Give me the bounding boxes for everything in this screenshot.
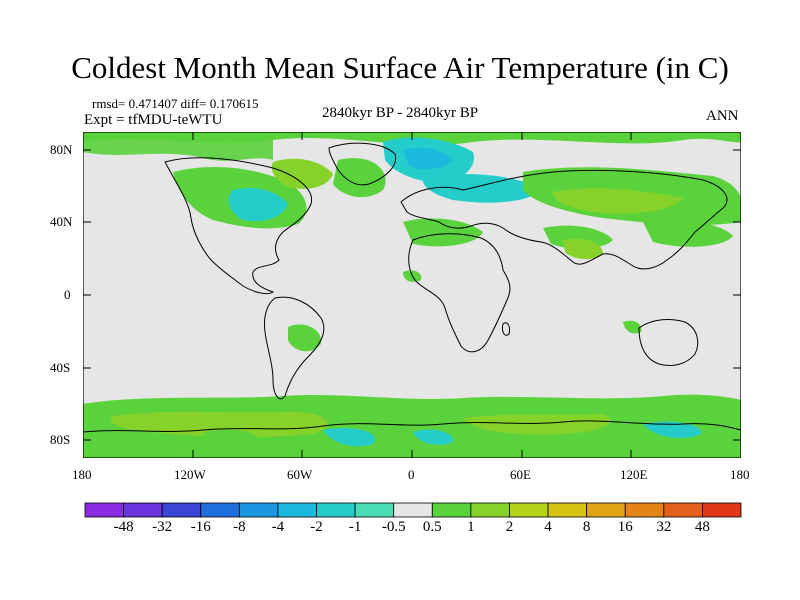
lon-tick-label: 60W: [287, 467, 313, 482]
colorbar-swatch: [470, 502, 510, 518]
colorbar-swatch: [509, 502, 549, 518]
lat-tick-label: 80S: [50, 432, 71, 447]
colorbar-swatch: [123, 502, 163, 518]
colorbar-swatch: [702, 502, 742, 518]
colorbar-label: 2: [505, 519, 514, 535]
colorbar-label: -2: [310, 519, 323, 535]
colorbar-swatch: [393, 502, 433, 518]
colorbar-swatch: [277, 502, 317, 518]
colorbar-label: -16: [190, 519, 211, 535]
colorbar-swatch: [200, 502, 240, 518]
lat-tick-label: 40N: [50, 214, 73, 229]
colorbar-swatch: [431, 502, 472, 518]
map-ticks: [83, 132, 741, 458]
lat-tick-label: 80N: [50, 142, 73, 157]
colorbar-swatch: [161, 502, 202, 518]
colorbar-swatch: [84, 502, 124, 518]
colorbar-label: 16: [617, 519, 633, 535]
colorbar-label: -8: [233, 519, 246, 535]
lat-tick-label: 40S: [50, 360, 71, 375]
stats-line: rmsd= 0.471407 diff= 0.170615: [92, 96, 259, 111]
lon-tick-label: 180: [730, 467, 750, 482]
colorbar-label: -32: [152, 519, 173, 535]
colorbar: [84, 502, 742, 518]
chart-title: Coldest Month Mean Surface Air Temperatu…: [71, 50, 729, 85]
colorbar-label: 32: [656, 519, 672, 535]
colorbar-swatch: [663, 502, 703, 518]
experiment-line: Expt = tfMDU-teWTU: [84, 112, 223, 128]
colorbar-label: 48: [694, 519, 710, 535]
colorbar-label: -1: [348, 519, 362, 535]
colorbar-label: 1: [467, 519, 475, 535]
colorbar-label: -48: [113, 519, 134, 535]
lon-tick-label: 60E: [510, 467, 531, 482]
colorbar-label: -0.5: [381, 519, 406, 535]
colorbar-swatch: [547, 502, 588, 518]
lon-tick-label: 120E: [620, 467, 648, 482]
lon-tick-label: 0: [408, 467, 415, 482]
colorbar-label: -4: [271, 519, 285, 535]
colorbar-label: 4: [544, 519, 552, 535]
anomaly-fields: [83, 132, 741, 458]
colorbar-swatch: [316, 502, 356, 518]
lat-tick-label: 0: [64, 287, 71, 302]
colorbar-swatch: [238, 502, 279, 518]
colorbar-label: 0.5: [422, 519, 442, 535]
colorbar-swatch: [586, 502, 626, 518]
lon-tick-label: 180: [72, 467, 92, 482]
colorbar-swatch: [624, 502, 665, 518]
coastlines: [83, 142, 741, 433]
colorbar-label: 8: [582, 519, 591, 535]
colorbar-swatch: [354, 502, 395, 518]
period-line: 2840kyr BP - 2840kyr BP: [322, 105, 479, 121]
temperature-anomaly-map: [83, 132, 741, 458]
lon-tick-label: 120W: [174, 467, 206, 482]
season-label: ANN: [706, 108, 739, 124]
